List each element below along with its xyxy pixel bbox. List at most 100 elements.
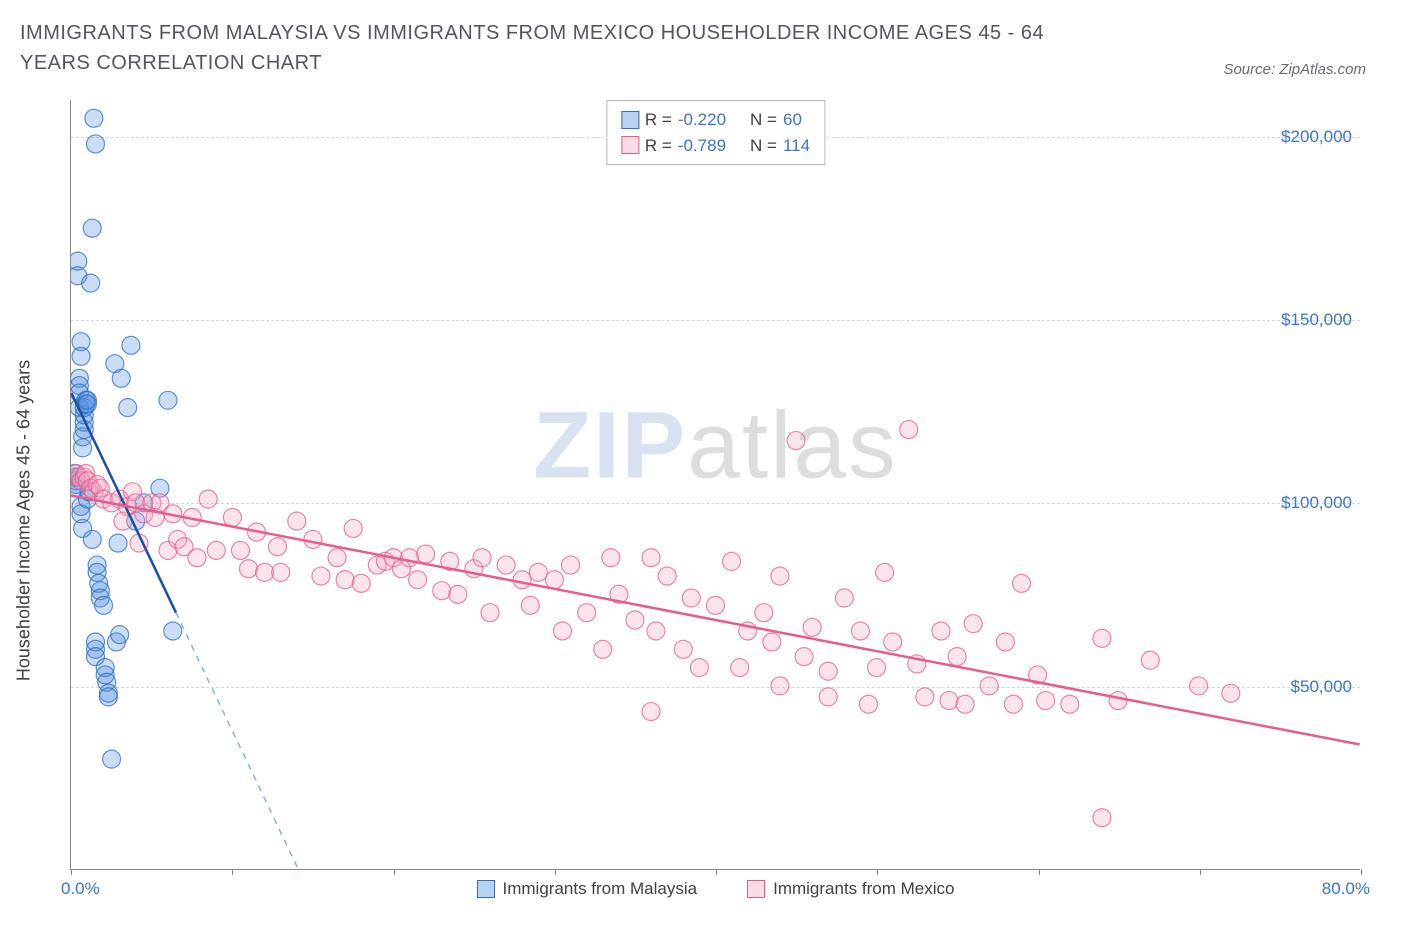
data-point [312,567,330,585]
data-point [417,545,435,563]
data-point [868,659,886,677]
data-point [674,640,692,658]
data-point [690,659,708,677]
data-point [497,556,515,574]
data-point [554,622,572,640]
data-point [980,677,998,695]
data-point [164,622,182,640]
data-point [851,622,869,640]
data-point [521,596,539,614]
data-point [771,567,789,585]
data-point [602,549,620,567]
xtick [716,869,717,875]
trendline-mexico [71,495,1359,744]
data-point [256,563,274,581]
legend-item-malaysia: Immigrants from Malaysia [477,879,698,899]
legend-row-mexico: R = -0.789 N = 114 [621,133,810,159]
data-point [932,622,950,640]
data-point [272,563,290,581]
data-point [940,692,958,710]
data-point [876,563,894,581]
data-point [159,391,177,409]
data-point [304,530,322,548]
y-axis-title: Householder Income Ages 45 - 64 years [14,360,35,681]
data-point [433,582,451,600]
source-label: Source: ZipAtlas.com [1223,61,1366,78]
data-point [352,574,370,592]
data-point [239,560,257,578]
legend-row-malaysia: R = -0.220 N = 60 [621,107,810,133]
xtick [1361,869,1362,875]
data-point [707,596,725,614]
data-point [95,596,113,614]
data-point [626,611,644,629]
xtick [1200,869,1201,875]
data-point [1004,695,1022,713]
series-name-mexico: Immigrants from Mexico [773,879,954,899]
data-point [771,677,789,695]
xtick [555,869,556,875]
data-point [449,585,467,603]
plot-svg [71,100,1360,869]
data-point [642,703,660,721]
trendline-malaysia-ext [176,613,353,869]
data-point [223,508,241,526]
data-point [803,618,821,636]
data-point [111,626,129,644]
swatch-malaysia-b [477,880,495,898]
n-label-2: N = [750,133,777,159]
data-point [964,615,982,633]
r-val-mexico: -0.789 [678,133,726,159]
plot-area: ZIPatlas R = -0.220 N = 60 R = -0.789 N … [70,100,1360,870]
r-label: R = [645,107,672,133]
data-point [529,563,547,581]
data-point [1190,677,1208,695]
data-point [755,604,773,622]
swatch-malaysia [621,111,639,129]
n-val-malaysia: 60 [783,107,802,133]
data-point [1093,809,1111,827]
data-point [647,622,665,640]
data-point [723,552,741,570]
data-point [956,695,974,713]
data-point [109,534,127,552]
data-point [916,688,934,706]
data-point [1037,692,1055,710]
chart-header: IMMIGRANTS FROM MALAYSIA VS IMMIGRANTS F… [0,0,1406,78]
data-point [787,432,805,450]
data-point [1061,695,1079,713]
data-point [268,538,286,556]
data-point [996,633,1014,651]
data-point [1109,692,1127,710]
data-point [288,512,306,530]
data-point [642,549,660,567]
data-point [82,274,100,292]
data-point [83,219,101,237]
chart-title: IMMIGRANTS FROM MALAYSIA VS IMMIGRANTS F… [20,18,1120,78]
xtick [877,869,878,875]
legend-item-mexico: Immigrants from Mexico [747,879,954,899]
data-point [578,604,596,622]
r-val-malaysia: -0.220 [678,107,726,133]
data-point [1012,574,1030,592]
data-point [99,688,117,706]
data-point [409,571,427,589]
data-point [199,490,217,508]
data-point [900,421,918,439]
legend-series: 0.0% Immigrants from Malaysia Immigrants… [71,879,1360,899]
n-label: N = [750,107,777,133]
data-point [948,648,966,666]
swatch-mexico-b [747,880,765,898]
data-point [87,135,105,153]
data-point [545,571,563,589]
chart-container: Householder Income Ages 45 - 64 years ZI… [20,100,1386,920]
data-point [562,556,580,574]
data-point [860,695,878,713]
data-point [884,633,902,651]
data-point [1093,629,1111,647]
data-point [188,549,206,567]
xtick [394,869,395,875]
data-point [594,640,612,658]
xtick [71,869,72,875]
data-point [658,567,676,585]
